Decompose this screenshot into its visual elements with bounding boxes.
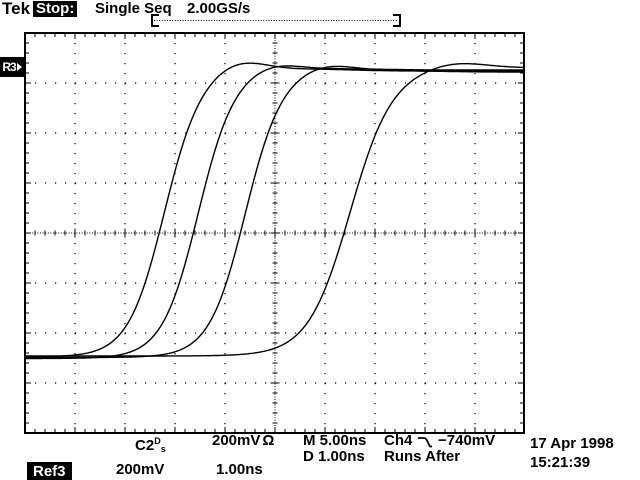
source-flag-bottom: s (160, 444, 166, 454)
main-timebase-readout: M 5.00ns (303, 432, 367, 449)
waveform-trace-edge3 (25, 65, 524, 359)
source-flag-top: D (154, 436, 161, 446)
ref3-position-marker: R3 (0, 57, 24, 77)
date-label: 17 Apr 1998 (530, 435, 614, 452)
acquisition-window-bracket (150, 13, 402, 28)
delayed-timebase-readout: D 1.00ns (303, 448, 365, 465)
ref3-vertical-scale: 200mV (116, 461, 165, 478)
brand-logo: Tek (2, 0, 31, 18)
selected-source-label: C2Ds (135, 436, 166, 454)
trigger-source-readout: Ch4 (384, 432, 413, 449)
time-label: 15:21:39 (530, 454, 591, 471)
ref3-position-marker-label: R3 (2, 60, 16, 74)
ref3-timebase: 1.00ns (216, 461, 263, 478)
right-arrow-icon (16, 63, 22, 71)
vertical-scale-readout: 200mV Ω (212, 432, 275, 449)
sample-rate-label: 2.00GS/s (187, 0, 251, 17)
waveform-trace-edge2 (25, 65, 524, 360)
trigger-mode-readout: Runs After (384, 448, 461, 465)
waveform-trace-edge4 (25, 63, 524, 357)
acquisition-mode-label: Single Seq (95, 0, 172, 17)
impedance-symbol: Ω (262, 432, 275, 449)
falling-edge-trigger-icon (417, 435, 434, 449)
ref3-name-badge: Ref3 (27, 462, 72, 480)
acquisition-status-badge: Stop: (33, 1, 78, 17)
trigger-level-readout: −740mV (438, 432, 496, 449)
